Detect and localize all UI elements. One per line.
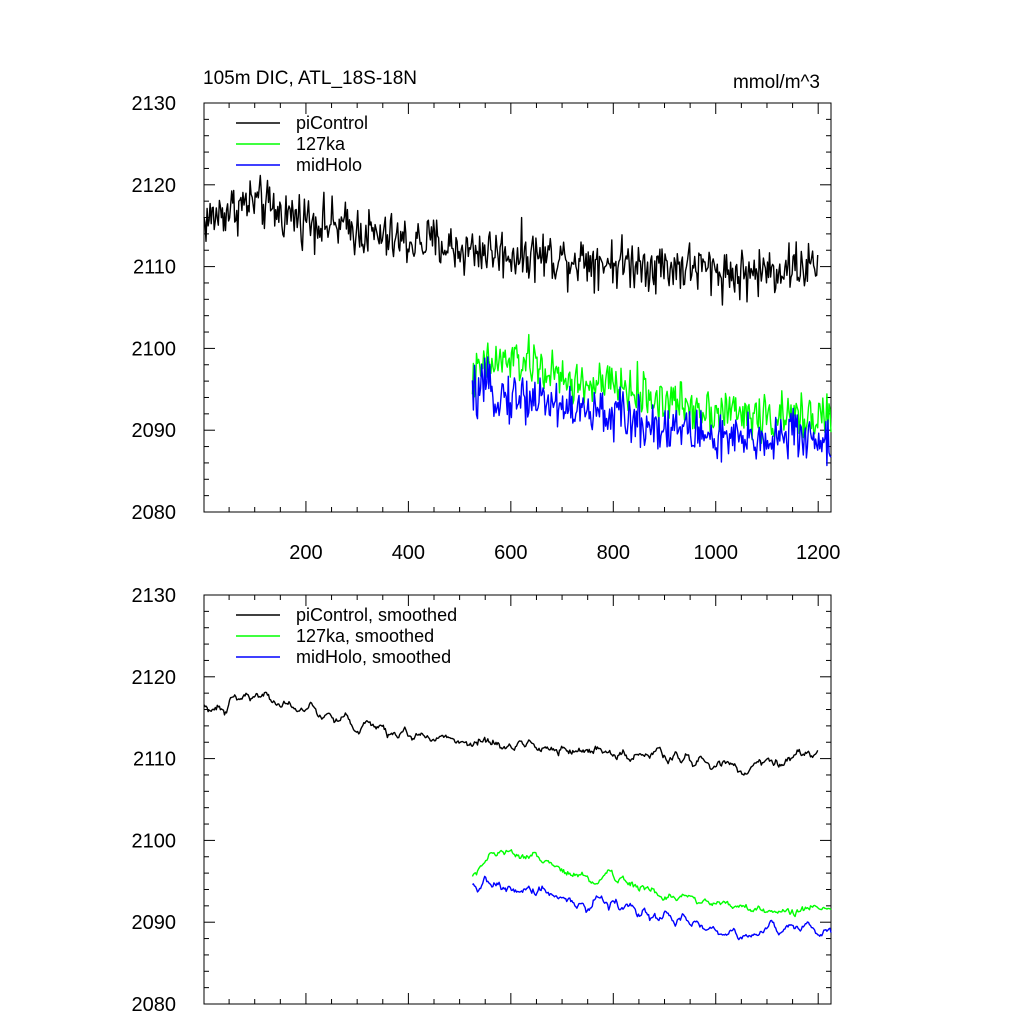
series-line-picontrol [203,174,819,306]
series-line-127ka [471,333,832,444]
x-tick-label: 400 [392,542,425,564]
legend-label: midHolo [296,155,362,175]
legend-label: 127ka [296,134,346,154]
y-tick-label: 2110 [133,257,176,279]
legend-label: midHolo, smoothed [296,647,451,667]
y-tick-label: 2130 [132,93,177,115]
y-tick-label: 2100 [132,830,177,852]
y-tick-label: 2090 [132,912,177,934]
legend-label: piControl [296,113,368,133]
y-tick-label: 2080 [132,502,177,524]
y-tick-label: 2090 [132,420,177,442]
x-tick-label: 800 [597,542,630,564]
x-tick-label: 1200 [796,542,841,564]
y-tick-label: 2100 [132,338,177,360]
y-tick-label: 2120 [132,175,177,197]
plot-frame [203,102,832,513]
y-tick-label: 2080 [132,994,177,1016]
legend-label: 127ka, smoothed [296,626,434,646]
series-line-picontrol [203,691,819,776]
series-line-127ka [471,849,832,918]
series-line-midholo [471,356,832,467]
series-line-midholo [471,875,832,941]
top-panel: 2080 2090 2100 2110 2120 2130 200 400 600 800 1000… [132,93,841,564]
bottom-panel: 2080 2090 2100 2110 2120 2130 piControl, smoot… [132,585,832,1016]
y-tick-label: 2110 [133,749,176,771]
x-tick-label: 1000 [693,542,738,564]
legend-label: piControl, smoothed [296,605,457,625]
units-label: mmol/m^3 [733,72,820,93]
plot-frame [203,594,832,1005]
chart-title: 105m DIC, ATL_18S-18N [203,68,417,89]
y-tick-label: 2130 [132,585,177,607]
y-tick-label: 2120 [132,667,177,689]
x-tick-label: 200 [289,542,322,564]
x-tick-label: 600 [494,542,527,564]
